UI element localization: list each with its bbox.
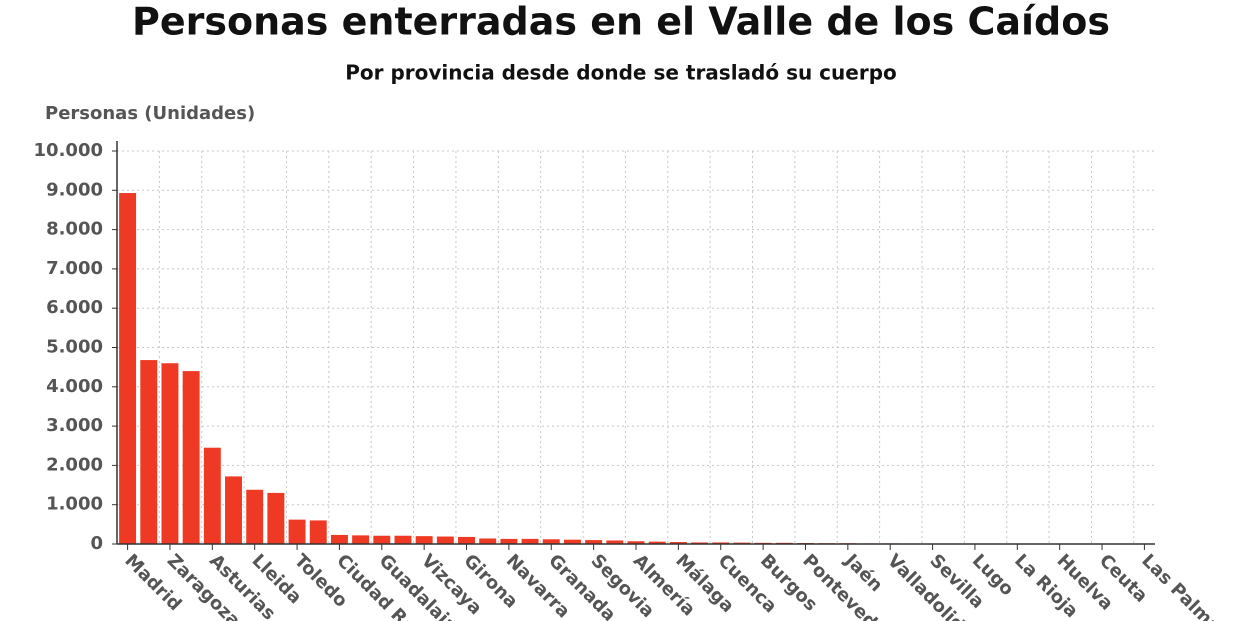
bar [542, 539, 560, 544]
bar [182, 371, 200, 544]
bar [458, 536, 476, 544]
y-tick-label: 6.000 [46, 297, 103, 318]
y-tick-label: 9.000 [46, 179, 103, 200]
bar [394, 535, 412, 544]
bar [712, 542, 730, 544]
y-tick-label: 4.000 [46, 376, 103, 397]
y-tick-label: 5.000 [46, 337, 103, 358]
bar [669, 542, 687, 544]
bar [627, 541, 645, 544]
bar [246, 489, 264, 544]
bar [521, 538, 539, 544]
y-tick-label: 3.000 [46, 415, 103, 436]
bar [161, 363, 179, 544]
bar [203, 447, 221, 544]
bar [436, 536, 454, 544]
bar [330, 534, 348, 544]
bar [479, 538, 497, 544]
y-tick-label: 8.000 [46, 219, 103, 240]
bar [563, 539, 581, 544]
x-tick-label: Las Palmas [1137, 550, 1232, 621]
bar [373, 535, 391, 544]
bar [585, 540, 603, 544]
bar [606, 540, 624, 544]
bar [500, 538, 518, 544]
bar [352, 535, 370, 544]
y-tick-label: 7.000 [46, 258, 103, 279]
y-tick-label: 2.000 [46, 454, 103, 475]
chart-title: Personas enterradas en el Valle de los C… [132, 0, 1110, 44]
bar [691, 542, 709, 544]
bar [648, 541, 666, 544]
bar [415, 536, 433, 544]
y-tick-label: 1.000 [46, 494, 103, 515]
y-tick-label: 10.000 [34, 140, 103, 161]
bar [309, 520, 327, 544]
bar [119, 193, 137, 544]
y-axis-label: Personas (Unidades) [45, 103, 255, 124]
y-tick-label: 0 [90, 533, 103, 554]
bar [140, 360, 158, 544]
bar [288, 519, 306, 544]
bar [225, 476, 242, 544]
chart-subtitle: Por provincia desde donde se trasladó su… [345, 61, 897, 85]
bar [267, 492, 285, 544]
